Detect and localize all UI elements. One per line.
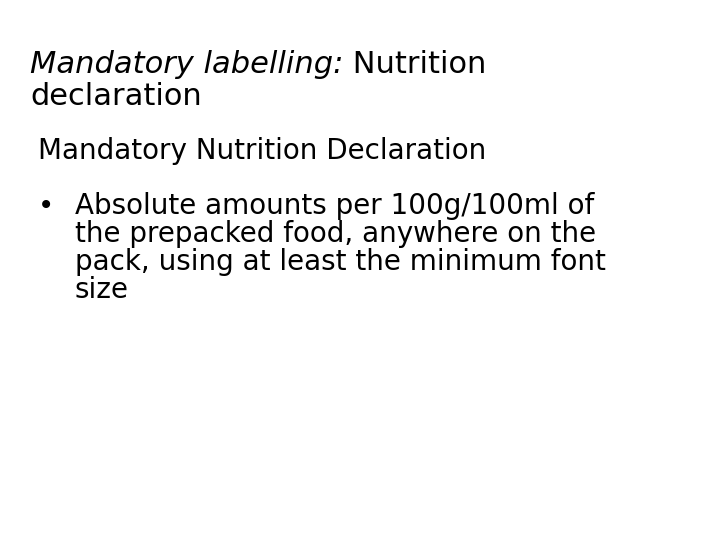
Text: pack, using at least the minimum font: pack, using at least the minimum font [75,248,606,276]
Text: declaration: declaration [30,82,202,111]
Text: Mandatory labelling:: Mandatory labelling: [30,50,343,79]
Text: size: size [75,276,129,304]
Text: Mandatory Nutrition Declaration: Mandatory Nutrition Declaration [38,137,486,165]
Text: •: • [38,192,54,220]
Text: Nutrition: Nutrition [343,50,487,79]
Text: the prepacked food, anywhere on the: the prepacked food, anywhere on the [75,220,596,248]
Text: Absolute amounts per 100g/100ml of: Absolute amounts per 100g/100ml of [75,192,594,220]
